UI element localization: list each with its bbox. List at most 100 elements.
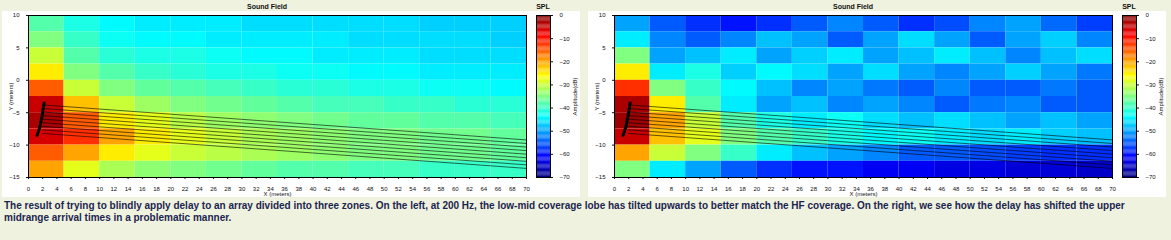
svg-text:0: 0 — [613, 186, 617, 192]
svg-text:−40: −40 — [560, 105, 571, 111]
svg-text:Amplitude(dB): Amplitude(dB) — [1158, 77, 1164, 115]
svg-text:20: 20 — [753, 186, 760, 192]
svg-text:70: 70 — [523, 186, 530, 192]
svg-text:X (meters): X (meters) — [849, 191, 877, 197]
svg-text:32: 32 — [839, 186, 846, 192]
svg-text:58: 58 — [438, 186, 445, 192]
svg-text:56: 56 — [1010, 186, 1017, 192]
svg-text:60: 60 — [452, 186, 459, 192]
svg-text:62: 62 — [1052, 186, 1059, 192]
svg-text:50: 50 — [381, 186, 388, 192]
svg-text:48: 48 — [367, 186, 374, 192]
svg-text:4: 4 — [641, 186, 645, 192]
svg-text:0: 0 — [1146, 12, 1150, 18]
svg-text:2: 2 — [627, 186, 631, 192]
svg-text:32: 32 — [253, 186, 260, 192]
svg-text:52: 52 — [981, 186, 988, 192]
svg-text:−60: −60 — [1146, 151, 1157, 157]
svg-text:68: 68 — [509, 186, 516, 192]
svg-text:−50: −50 — [1146, 128, 1157, 134]
svg-text:64: 64 — [480, 186, 487, 192]
svg-text:5: 5 — [16, 45, 20, 51]
svg-text:12: 12 — [697, 186, 704, 192]
svg-text:−5: −5 — [13, 110, 21, 116]
svg-text:38: 38 — [295, 186, 302, 192]
svg-text:56: 56 — [424, 186, 431, 192]
svg-text:54: 54 — [995, 186, 1002, 192]
svg-text:44: 44 — [924, 186, 931, 192]
svg-text:62: 62 — [466, 186, 473, 192]
svg-text:58: 58 — [1024, 186, 1031, 192]
svg-text:22: 22 — [768, 186, 775, 192]
svg-text:−10: −10 — [560, 36, 571, 42]
svg-text:Y (meters): Y (meters) — [594, 83, 600, 111]
svg-text:66: 66 — [495, 186, 502, 192]
svg-text:14: 14 — [711, 186, 718, 192]
svg-text:60: 60 — [1038, 186, 1045, 192]
svg-text:24: 24 — [782, 186, 789, 192]
svg-text:−60: −60 — [560, 151, 571, 157]
svg-text:18: 18 — [153, 186, 160, 192]
svg-text:10: 10 — [13, 12, 20, 18]
svg-text:48: 48 — [953, 186, 960, 192]
svg-text:−70: −70 — [1146, 174, 1157, 180]
svg-text:28: 28 — [810, 186, 817, 192]
svg-text:10: 10 — [96, 186, 103, 192]
svg-text:−5: −5 — [599, 110, 607, 116]
svg-text:44: 44 — [338, 186, 345, 192]
svg-text:Y (meters): Y (meters) — [8, 83, 14, 111]
svg-text:4: 4 — [55, 186, 59, 192]
svg-text:40: 40 — [896, 186, 903, 192]
svg-text:6: 6 — [70, 186, 74, 192]
svg-text:54: 54 — [409, 186, 416, 192]
svg-text:−50: −50 — [560, 128, 571, 134]
svg-text:20: 20 — [167, 186, 174, 192]
svg-text:8: 8 — [670, 186, 674, 192]
svg-text:−30: −30 — [560, 82, 571, 88]
svg-text:−10: −10 — [595, 142, 606, 148]
svg-text:6: 6 — [656, 186, 660, 192]
svg-text:70: 70 — [1109, 186, 1116, 192]
svg-text:26: 26 — [796, 186, 803, 192]
svg-text:24: 24 — [196, 186, 203, 192]
svg-text:−20: −20 — [560, 59, 571, 65]
svg-text:−30: −30 — [1146, 82, 1157, 88]
svg-text:26: 26 — [210, 186, 217, 192]
svg-text:−10: −10 — [9, 142, 20, 148]
svg-text:14: 14 — [125, 186, 132, 192]
svg-text:X (meters): X (meters) — [263, 191, 291, 197]
svg-text:0: 0 — [27, 186, 31, 192]
svg-text:22: 22 — [182, 186, 189, 192]
svg-text:5: 5 — [602, 45, 606, 51]
svg-text:30: 30 — [825, 186, 832, 192]
svg-text:50: 50 — [967, 186, 974, 192]
svg-text:46: 46 — [938, 186, 945, 192]
svg-text:−40: −40 — [1146, 105, 1157, 111]
svg-text:−20: −20 — [1146, 59, 1157, 65]
svg-text:0: 0 — [602, 77, 606, 83]
svg-text:38: 38 — [881, 186, 888, 192]
svg-text:−10: −10 — [1146, 36, 1157, 42]
svg-text:42: 42 — [910, 186, 917, 192]
svg-text:52: 52 — [395, 186, 402, 192]
svg-text:16: 16 — [725, 186, 732, 192]
svg-text:−70: −70 — [560, 174, 571, 180]
svg-text:18: 18 — [739, 186, 746, 192]
svg-text:64: 64 — [1066, 186, 1073, 192]
svg-text:16: 16 — [139, 186, 146, 192]
svg-text:−15: −15 — [9, 174, 20, 180]
svg-text:66: 66 — [1081, 186, 1088, 192]
svg-text:2: 2 — [41, 186, 45, 192]
svg-text:28: 28 — [224, 186, 231, 192]
svg-text:Amplitude(dB): Amplitude(dB) — [572, 77, 578, 115]
svg-text:12: 12 — [111, 186, 118, 192]
svg-text:8: 8 — [84, 186, 88, 192]
svg-text:46: 46 — [352, 186, 359, 192]
svg-text:10: 10 — [599, 12, 606, 18]
svg-text:−15: −15 — [595, 174, 606, 180]
svg-text:0: 0 — [16, 77, 20, 83]
svg-text:68: 68 — [1095, 186, 1102, 192]
svg-text:40: 40 — [310, 186, 317, 192]
svg-text:0: 0 — [560, 12, 564, 18]
svg-text:10: 10 — [682, 186, 689, 192]
